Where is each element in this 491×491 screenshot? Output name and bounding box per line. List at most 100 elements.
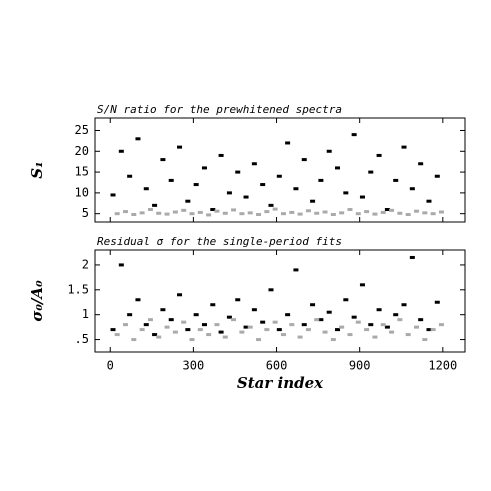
point (351, 133, 357, 137)
point (268, 288, 274, 292)
point (409, 187, 415, 191)
point (251, 162, 257, 166)
point (214, 323, 220, 327)
point (280, 212, 286, 216)
point (168, 178, 174, 182)
point (376, 308, 382, 312)
point (118, 149, 124, 153)
point (339, 211, 345, 215)
point (326, 310, 332, 314)
point (430, 328, 436, 332)
point (135, 137, 141, 141)
point (418, 162, 424, 166)
point (393, 313, 399, 317)
point (156, 335, 162, 339)
point (231, 318, 237, 322)
y-tick-label: 25 (75, 123, 89, 137)
point (222, 335, 228, 339)
point (426, 328, 432, 332)
x-tick-label: 600 (266, 359, 288, 373)
y-axis-label: σ₀/A₀ (28, 280, 46, 322)
point (380, 323, 386, 327)
point (397, 211, 403, 215)
point (339, 325, 345, 329)
point (235, 170, 241, 174)
point (201, 166, 207, 170)
point (181, 320, 187, 324)
point (177, 293, 183, 297)
point (168, 318, 174, 322)
point (359, 195, 365, 199)
point (247, 211, 253, 215)
point (372, 335, 378, 339)
x-tick-label: 0 (107, 359, 114, 373)
point (285, 141, 291, 145)
point (235, 298, 241, 302)
point (256, 338, 262, 342)
point (438, 210, 444, 214)
point (310, 303, 316, 307)
plot-frame (94, 117, 466, 223)
point (355, 212, 361, 216)
plot-frame (94, 249, 466, 353)
point (131, 338, 137, 342)
point (264, 328, 270, 332)
point (156, 211, 162, 215)
point (364, 328, 370, 332)
y-tick-label: 1.5 (67, 282, 89, 296)
x-tick-label: 1200 (428, 359, 457, 373)
point (422, 338, 428, 342)
point (185, 328, 191, 332)
point (247, 325, 253, 329)
point (305, 328, 311, 332)
point (430, 212, 436, 216)
point (335, 166, 341, 170)
point (389, 330, 395, 334)
point (218, 153, 224, 157)
point (114, 333, 120, 337)
point (330, 338, 336, 342)
point (301, 158, 307, 162)
point (401, 145, 407, 149)
point (114, 212, 120, 216)
point (318, 318, 324, 322)
point (193, 183, 199, 187)
point (218, 330, 224, 334)
point (110, 193, 116, 197)
point (222, 211, 228, 215)
point (143, 323, 149, 327)
point (189, 212, 195, 216)
point (413, 209, 419, 213)
point (264, 210, 270, 214)
point (384, 325, 390, 329)
point (189, 338, 195, 342)
point (343, 298, 349, 302)
point (152, 203, 158, 207)
point (172, 330, 178, 334)
point (293, 268, 299, 272)
point (384, 208, 390, 212)
point (364, 210, 370, 214)
x-tick-label: 300 (183, 359, 205, 373)
point (143, 187, 149, 191)
point (177, 145, 183, 149)
point (147, 208, 153, 212)
point (434, 174, 440, 178)
point (260, 320, 266, 324)
point (418, 318, 424, 322)
point (206, 333, 212, 337)
point (343, 191, 349, 195)
point (335, 328, 341, 332)
point (147, 318, 153, 322)
point (243, 325, 249, 329)
point (256, 213, 262, 217)
point (260, 183, 266, 187)
point (139, 328, 145, 332)
point (280, 333, 286, 337)
point (272, 320, 278, 324)
point (164, 325, 170, 329)
point (251, 308, 257, 312)
point (305, 209, 311, 213)
point (172, 210, 178, 214)
point (201, 323, 207, 327)
